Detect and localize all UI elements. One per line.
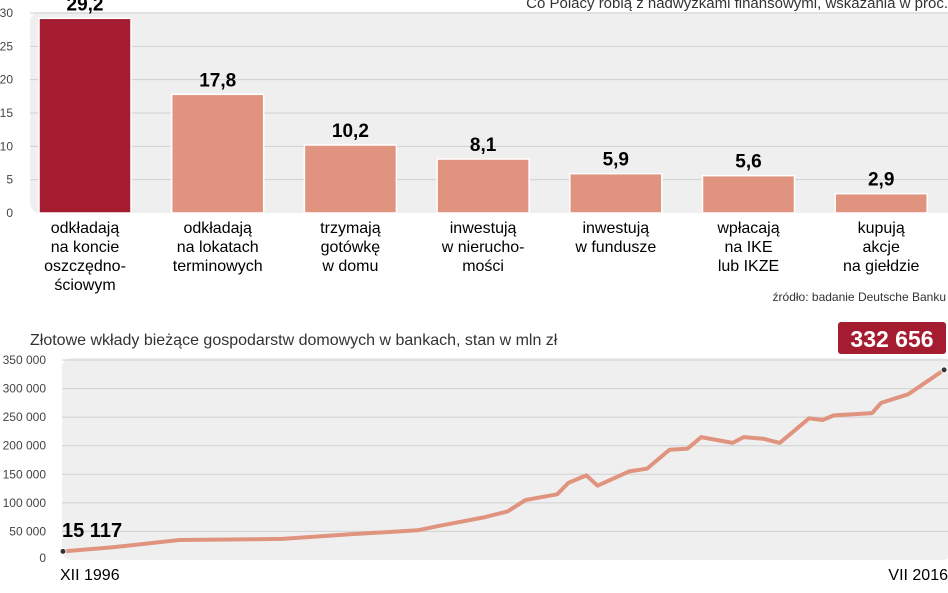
category-label: terminowych	[173, 258, 263, 275]
category-label: inwestują	[450, 220, 517, 237]
category-label: kupują	[858, 220, 905, 237]
bar	[701, 174, 796, 214]
category-label: odkładają	[183, 220, 252, 237]
category-label: lub IKZE	[718, 258, 779, 275]
line-chart-title: Złotowe wkłady bieżące gospodarstw domow…	[30, 332, 558, 349]
bar-value-label: 5,6	[735, 152, 761, 173]
y-tick-label: 250 000	[3, 410, 47, 424]
bar	[170, 93, 265, 214]
bar	[834, 192, 928, 214]
category-label: oszczędno-	[44, 258, 126, 275]
end-point	[940, 366, 948, 374]
category-label: wpłacają	[716, 220, 779, 237]
bar-value-label: 29,2	[67, 0, 104, 15]
bar	[436, 158, 530, 214]
start-value-label: 15 117	[62, 520, 122, 542]
bar-value-label: 8,1	[470, 135, 497, 156]
y-tick-label: 50 000	[9, 524, 46, 538]
y-tick-label: 0	[6, 206, 13, 220]
category-label: w nierucho-	[441, 239, 525, 256]
y-tick-label: 15	[0, 106, 13, 120]
y-tick-label: 200 000	[3, 439, 47, 453]
y-tick-label: 20	[0, 73, 13, 87]
x-label-end: VII 2016	[888, 567, 948, 584]
category-label: akcje	[863, 239, 900, 256]
line-plot-area	[62, 358, 948, 560]
category-label: trzymają	[320, 220, 381, 237]
bar-value-label: 2,9	[868, 170, 894, 191]
category-label: inwestują	[582, 220, 649, 237]
bar-value-label: 5,9	[603, 150, 629, 171]
y-tick-label: 5	[6, 173, 13, 187]
y-tick-label: 10	[0, 139, 13, 153]
category-label: w domu	[321, 258, 378, 275]
source-note: źródło: badanie Deutsche Banku	[773, 290, 946, 304]
y-tick-label: 100 000	[3, 496, 47, 510]
y-tick-label: 350 000	[3, 353, 47, 367]
end-value-badge	[838, 322, 946, 354]
bar-chart-title: Co Polacy robią z nadwyżkami finansowymi…	[526, 0, 948, 12]
category-label: gotówkę	[321, 239, 381, 256]
y-tick-label: 30	[0, 6, 13, 20]
category-label: na lokatach	[177, 239, 259, 256]
bar-value-label: 10,2	[332, 121, 369, 142]
category-label: w fundusze	[574, 239, 656, 256]
bar	[303, 144, 398, 214]
bar-value-label: 17,8	[199, 70, 236, 91]
bar	[569, 172, 663, 214]
start-point	[59, 547, 67, 555]
category-label: mości	[462, 258, 504, 275]
x-label-start: XII 1996	[60, 567, 120, 584]
category-label: na IKE	[724, 239, 772, 256]
end-value-label: 332 656	[850, 326, 933, 352]
y-tick-label: 300 000	[3, 382, 47, 396]
series-line	[62, 368, 946, 554]
y-tick-label: 0	[39, 551, 46, 565]
bar	[38, 17, 132, 214]
category-label: na koncie	[51, 239, 120, 256]
y-tick-label: 150 000	[3, 467, 47, 481]
category-label: odkładają	[51, 220, 120, 237]
category-label: ściowym	[54, 277, 115, 294]
category-label: na giełdzie	[843, 258, 920, 275]
y-tick-label: 25	[0, 39, 13, 53]
